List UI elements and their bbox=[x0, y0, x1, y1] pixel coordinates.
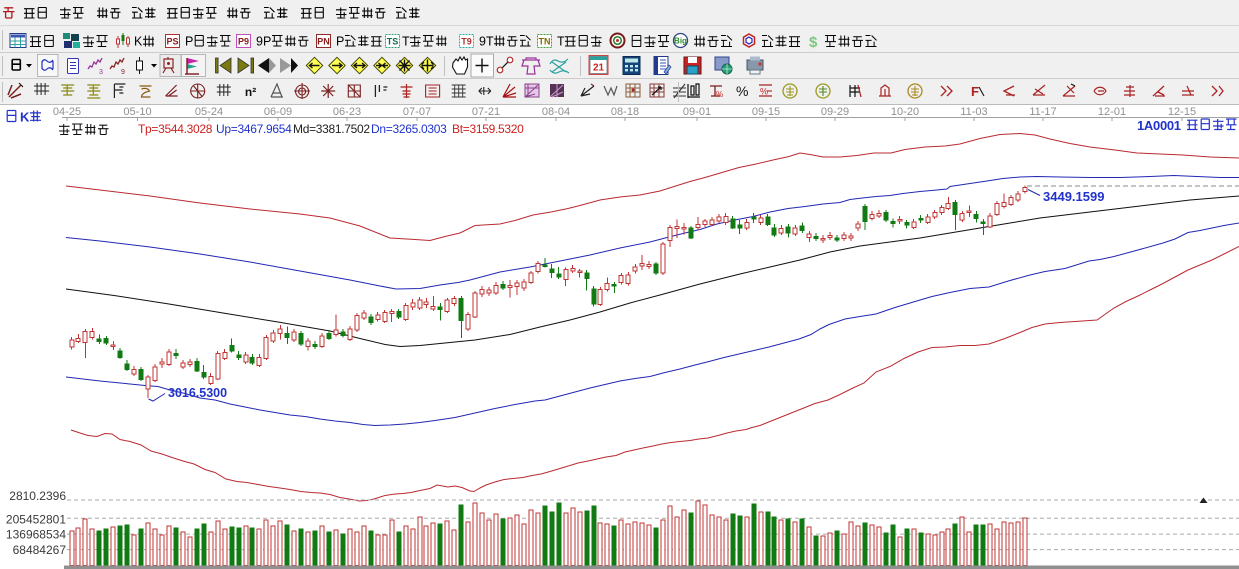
svg-text:3449.1599: 3449.1599 bbox=[1043, 189, 1104, 204]
svg-text:68484267: 68484267 bbox=[13, 543, 67, 557]
svg-text:205452801: 205452801 bbox=[6, 513, 66, 527]
svg-text:T9: T9 bbox=[461, 37, 472, 47]
svg-text:1A0001: 1A0001 bbox=[1137, 118, 1181, 133]
svg-text:Bt=3159.5320: Bt=3159.5320 bbox=[452, 122, 524, 136]
svg-text:2810.2396: 2810.2396 bbox=[9, 489, 66, 503]
svg-text:3: 3 bbox=[99, 69, 103, 76]
svg-text:09-01: 09-01 bbox=[683, 106, 711, 118]
svg-text:%: % bbox=[716, 90, 723, 99]
svg-text:136968534: 136968534 bbox=[6, 528, 66, 542]
svg-text:PN: PN bbox=[317, 37, 330, 47]
svg-text:07-07: 07-07 bbox=[403, 106, 431, 118]
svg-text:TS: TS bbox=[387, 37, 399, 47]
svg-text:06-23: 06-23 bbox=[333, 106, 361, 118]
svg-text:T: T bbox=[557, 35, 565, 49]
svg-text:10-20: 10-20 bbox=[891, 106, 919, 118]
svg-text:08-04: 08-04 bbox=[542, 106, 570, 118]
svg-text:11-03: 11-03 bbox=[960, 106, 987, 118]
svg-text:F: F bbox=[971, 84, 979, 99]
svg-text:05-10: 05-10 bbox=[123, 106, 151, 118]
svg-text:P: P bbox=[185, 35, 193, 49]
svg-text:09-29: 09-29 bbox=[821, 106, 849, 118]
svg-text:Up=3467.9654: Up=3467.9654 bbox=[216, 122, 292, 136]
svg-text:T: T bbox=[402, 35, 410, 49]
svg-text:21: 21 bbox=[593, 63, 605, 74]
svg-text:08-18: 08-18 bbox=[611, 106, 639, 118]
svg-text:04-25: 04-25 bbox=[53, 106, 81, 118]
svg-text:K: K bbox=[20, 110, 30, 125]
svg-text:$: $ bbox=[809, 34, 818, 51]
svg-text:3016.5300: 3016.5300 bbox=[168, 386, 227, 400]
svg-text:05-24: 05-24 bbox=[195, 106, 223, 118]
svg-text:K: K bbox=[134, 35, 143, 49]
svg-text:Tp=3544.3028: Tp=3544.3028 bbox=[138, 122, 213, 136]
svg-text:06-09: 06-09 bbox=[264, 106, 292, 118]
svg-text:TN: TN bbox=[539, 37, 551, 47]
svg-text:09-15: 09-15 bbox=[752, 106, 780, 118]
svg-text:%: % bbox=[736, 83, 748, 99]
svg-text:%: % bbox=[760, 87, 768, 97]
svg-text:PS: PS bbox=[166, 37, 178, 47]
svg-text:Dn=3265.0303: Dn=3265.0303 bbox=[371, 122, 447, 136]
svg-text:9P: 9P bbox=[256, 35, 271, 49]
svg-text:11-17: 11-17 bbox=[1029, 106, 1056, 118]
svg-text:9T: 9T bbox=[479, 35, 494, 49]
svg-text:12-01: 12-01 bbox=[1098, 106, 1126, 118]
svg-text:P9: P9 bbox=[238, 37, 249, 47]
svg-text:Md=3381.7502: Md=3381.7502 bbox=[293, 122, 370, 136]
svg-text:07-21: 07-21 bbox=[472, 106, 500, 118]
svg-text:P: P bbox=[336, 35, 344, 49]
svg-text:9: 9 bbox=[121, 69, 125, 76]
svg-text:Big: Big bbox=[674, 37, 687, 46]
svg-text:n²: n² bbox=[245, 85, 256, 99]
svg-text:12-15: 12-15 bbox=[1168, 106, 1196, 118]
